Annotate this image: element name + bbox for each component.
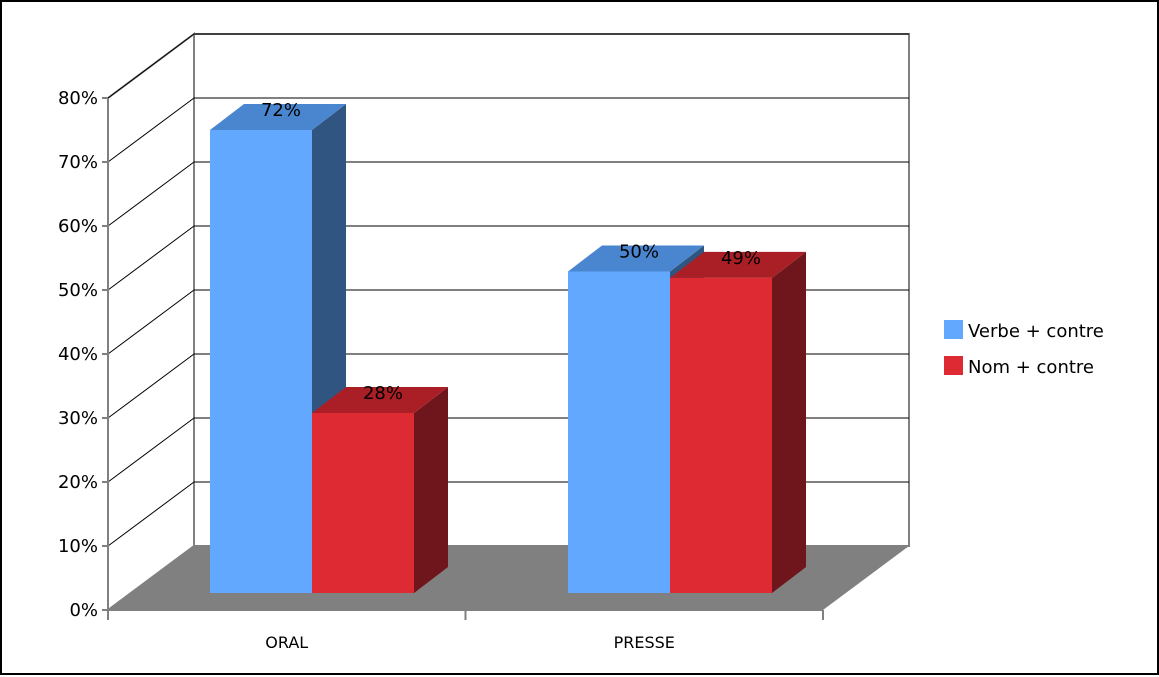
data-label: 50% — [619, 241, 659, 262]
legend: Verbe + contre Nom + contre — [944, 320, 1104, 378]
bar — [312, 412, 414, 593]
y-tick-label: 50% — [58, 280, 98, 301]
bar — [568, 271, 670, 593]
bar — [670, 277, 772, 593]
data-label: 49% — [721, 248, 761, 269]
chart-data-labels: 72% 28% 50% 49% — [261, 100, 761, 404]
bar-top — [210, 104, 346, 130]
data-label: 72% — [261, 100, 301, 121]
x-tick-label: ORAL — [265, 633, 308, 652]
gridline-side — [107, 161, 195, 227]
legend-swatch — [944, 356, 963, 375]
gridline-side — [107, 33, 195, 99]
y-tick-label: 0% — [69, 600, 98, 621]
bar-side — [414, 386, 448, 593]
x-tick-label: PRESSE — [614, 633, 675, 652]
chart-bars — [210, 104, 806, 593]
y-tick-label: 40% — [58, 344, 98, 365]
legend-label: Nom + contre — [968, 357, 1094, 378]
bar-side — [772, 251, 806, 593]
legend-label: Verbe + contre — [968, 321, 1104, 342]
data-label: 28% — [363, 383, 403, 404]
y-axis: 0% 10% 20% 30% 40% 50% 60% 70% 80% — [58, 88, 109, 621]
bar-top — [312, 386, 448, 413]
y-tick-label: 10% — [58, 536, 98, 557]
x-axis: ORAL PRESSE — [107, 609, 824, 652]
gridline-side — [107, 417, 195, 483]
y-tick-label: 80% — [58, 88, 98, 109]
gridline-side — [107, 289, 195, 355]
gridline-side — [107, 353, 195, 419]
gridline-side — [107, 225, 195, 291]
bar-top — [670, 251, 806, 278]
bar — [210, 130, 312, 593]
y-tick-label: 20% — [58, 472, 98, 493]
y-tick-label: 30% — [58, 408, 98, 429]
legend-swatch — [944, 320, 963, 339]
gridline-side — [107, 97, 195, 163]
y-tick-label: 60% — [58, 216, 98, 237]
y-tick-label: 70% — [58, 152, 98, 173]
gridline-side — [107, 481, 195, 547]
bar-top — [568, 245, 704, 272]
